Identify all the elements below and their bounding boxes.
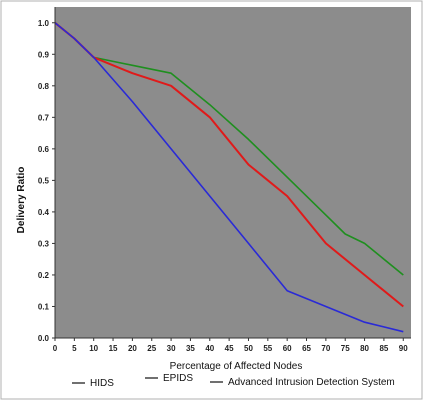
series-layer: [54, 22, 404, 333]
x-tick-label: 75: [341, 344, 350, 353]
legend: HIDS EPIDS Advanced Intrusion Detection Sy…: [72, 373, 395, 389]
y-tick-label: 0.0: [38, 334, 50, 343]
x-tick-label: 70: [321, 344, 330, 353]
x-ticks: 0 5 10 15 20 25 30 35 40 45 50 55 60 65 70 75 80 85 90: [53, 338, 408, 353]
x-tick-label: 45: [225, 344, 234, 353]
x-tick-label: 35: [186, 344, 195, 353]
legend-label: EPIDS: [163, 373, 193, 384]
x-tick-label: 60: [283, 344, 292, 353]
x-tick-label: 50: [244, 344, 253, 353]
y-tick-label: 0.7: [38, 113, 50, 122]
legend-label: Advanced Intrusion Detection System: [228, 377, 395, 388]
x-tick-label: 90: [399, 344, 408, 353]
x-tick-label: 0: [53, 344, 58, 353]
y-tick-label: 0.3: [38, 239, 50, 248]
y-tick-label: 0.6: [38, 145, 50, 154]
x-tick-label: 5: [72, 344, 77, 353]
y-tick-label: 0.2: [38, 271, 50, 280]
x-tick-label: 55: [263, 344, 272, 353]
y-tick-label: 1.0: [38, 19, 50, 28]
plot-area: [55, 7, 411, 338]
x-tick-label: 20: [128, 344, 137, 353]
series-line-0: [54, 22, 404, 333]
y-ticks: 0.0 0.1 0.2 0.3 0.4 0.5 0.6 0.7 0.8 0.9 1.0: [38, 19, 55, 343]
y-tick-label: 0.5: [38, 176, 50, 185]
x-tick-label: 15: [109, 344, 118, 353]
x-tick-label: 10: [89, 344, 98, 353]
x-tick-label: 30: [167, 344, 176, 353]
y-tick-label: 0.9: [38, 50, 50, 59]
x-tick-label: 65: [302, 344, 311, 353]
x-tick-label: 80: [360, 344, 369, 353]
y-axis-title: Delivery Ratio: [16, 167, 27, 234]
y-tick-label: 0.8: [38, 82, 50, 91]
y-tick-label: 0.4: [38, 208, 50, 217]
legend-label: HIDS: [90, 378, 114, 389]
x-tick-label: 40: [205, 344, 214, 353]
x-tick-label: 85: [379, 344, 388, 353]
x-axis-title: Percentage of Affected Nodes: [170, 361, 303, 372]
x-tick-label: 25: [147, 344, 156, 353]
y-tick-label: 0.1: [38, 302, 50, 311]
